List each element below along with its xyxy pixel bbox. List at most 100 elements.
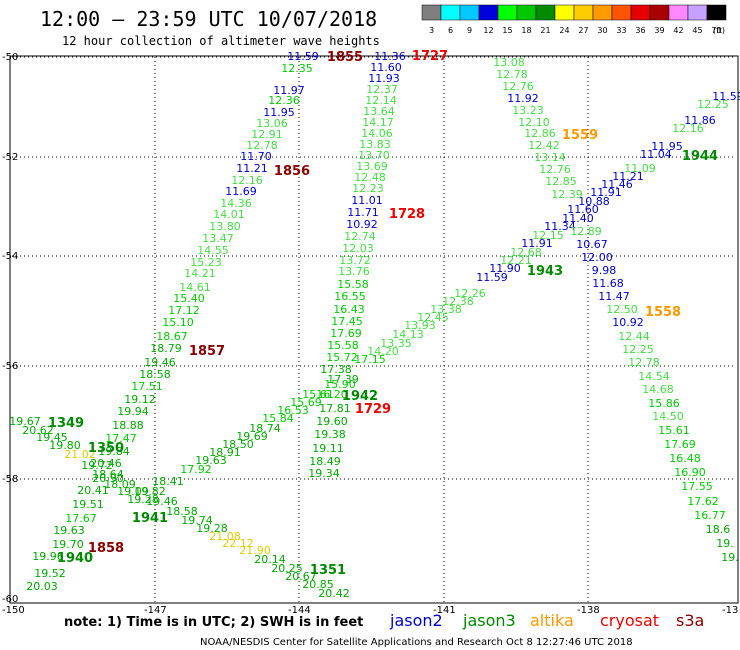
wave-height-label: 16.90 [674, 466, 706, 479]
color-scale-swatch [668, 4, 689, 21]
color-scale-label: 36 [635, 26, 645, 35]
color-scale-label: 33 [616, 26, 626, 35]
wave-height-label: 17.15 [354, 353, 386, 366]
wave-height-label: 11.95 [651, 140, 683, 153]
color-scale-swatch [554, 4, 575, 21]
wave-height-label: 17.81 [319, 402, 351, 415]
wave-height-label: 17.12 [168, 304, 200, 317]
wave-height-label: 11.34 [544, 220, 576, 233]
wave-height-label: 17.69 [664, 438, 696, 451]
pass-time-label: 1559 [562, 128, 598, 143]
wave-height-label: 12.89 [570, 225, 602, 238]
wave-height-label: 19.96 [32, 550, 64, 563]
wave-height-label: 13.08 [493, 56, 525, 69]
color-scale-swatch [649, 4, 670, 21]
map-frame [9, 55, 739, 604]
wave-height-label: 12.45 [417, 311, 449, 324]
lat-label: -52 [2, 152, 18, 163]
color-scale-label: 27 [578, 26, 588, 35]
wave-height-label: 15.40 [173, 292, 205, 305]
wave-height-label: 17.47 [105, 432, 137, 445]
lat-label: -58 [2, 474, 18, 485]
color-scale-swatch [459, 4, 480, 21]
pass-time-label: 1942 [342, 389, 378, 404]
wave-height-label: 14.61 [179, 281, 211, 294]
wave-height-label: 19.11 [312, 442, 344, 455]
color-scale-label: 15 [502, 26, 512, 35]
wave-height-label: 12.26 [454, 287, 486, 300]
wave-height-label: 15.86 [648, 397, 680, 410]
wave-height-label: 19.28 [196, 522, 228, 535]
wave-height-label: 13.23 [512, 104, 544, 117]
wave-height-label: 19.09 [117, 485, 149, 498]
wave-height-label: 13.70 [358, 149, 390, 162]
wave-height-label: 12.10 [518, 116, 550, 129]
lon-label: -138 [577, 605, 600, 616]
wave-height-label: 19. [721, 551, 739, 564]
wave-height-label: 10.88 [578, 195, 610, 208]
lat-label: -54 [2, 251, 18, 262]
wave-height-label: 19.74 [181, 514, 213, 527]
wave-height-label: 19.84 [98, 445, 130, 458]
color-scale-swatch [421, 4, 442, 21]
wave-height-label: 19.45 [36, 431, 68, 444]
wave-height-label: 12.39 [551, 188, 583, 201]
wave-height-label: 12.42 [528, 139, 560, 152]
wave-height-label: 19.69 [236, 430, 268, 443]
wave-height-label: 11.69 [225, 185, 257, 198]
wave-height-label: 12.78 [496, 68, 528, 81]
pass-time-label: 1728 [389, 207, 425, 222]
legend-cryosat: cryosat [600, 611, 659, 630]
wave-height-label: 13.80 [209, 220, 241, 233]
wave-height-label: 19.38 [314, 428, 346, 441]
wave-height-label: 13.72 [339, 254, 371, 267]
color-scale-label: 45 [692, 26, 702, 35]
wave-height-label: 19.70 [52, 538, 84, 551]
wave-height-label: 19.46 [146, 495, 178, 508]
pass-time-label: 1858 [88, 541, 124, 556]
wave-height-label: 19.51 [72, 498, 104, 511]
wave-height-label: 12.91 [251, 128, 283, 141]
color-scale-label: 30 [597, 26, 607, 35]
wave-height-label: 15.69 [290, 396, 322, 409]
wave-height-label: 14.06 [361, 127, 393, 140]
wave-height-label: 19.72 [81, 459, 113, 472]
lat-label: -60 [2, 594, 18, 605]
color-scale-swatch [516, 4, 537, 21]
wave-height-label: 19.12 [124, 393, 156, 406]
color-scale-unit: (ft) [713, 26, 725, 35]
wave-height-label: 19.94 [117, 405, 149, 418]
wave-height-label: 18.41 [152, 475, 184, 488]
color-scale-swatch [573, 4, 594, 21]
pass-time-label: 1941 [132, 511, 168, 526]
wave-height-label: 11.93 [368, 72, 400, 85]
lon-label: -150 [2, 605, 25, 616]
pass-time-label: 1856 [274, 164, 310, 179]
wave-height-label: 19.28 [127, 493, 159, 506]
wave-height-label: 11.97 [273, 84, 305, 97]
wave-height-label: 12.16 [231, 174, 263, 187]
wave-height-label: 17.69 [330, 327, 362, 340]
wave-height-label: 19.52 [34, 567, 66, 580]
wave-height-label: 20.67 [285, 570, 317, 583]
wave-height-label: 14.13 [392, 328, 424, 341]
wave-height-label: 16.48 [669, 452, 701, 465]
wave-height-label: 19.63 [195, 454, 227, 467]
color-scale-swatch [478, 4, 499, 21]
pass-time-label: 1729 [355, 402, 391, 417]
lon-label: -13 [722, 605, 738, 616]
wave-height-label: 12.48 [354, 171, 386, 184]
wave-height-label: 13.64 [363, 105, 395, 118]
color-scale-label: 42 [673, 26, 683, 35]
pass-time-label: 1855 [327, 50, 363, 65]
wave-height-label: 12.78 [628, 356, 660, 369]
wave-height-label: 11.70 [240, 150, 272, 163]
color-scale-swatch [687, 4, 708, 21]
wave-height-label: 13.76 [338, 265, 370, 278]
color-scale-label: 24 [559, 26, 569, 35]
wave-height-label: 12.00 [581, 251, 613, 264]
wave-height-label: 12.50 [606, 303, 638, 316]
color-scale-swatch [630, 4, 651, 21]
wave-height-label: 19.34 [308, 467, 340, 480]
